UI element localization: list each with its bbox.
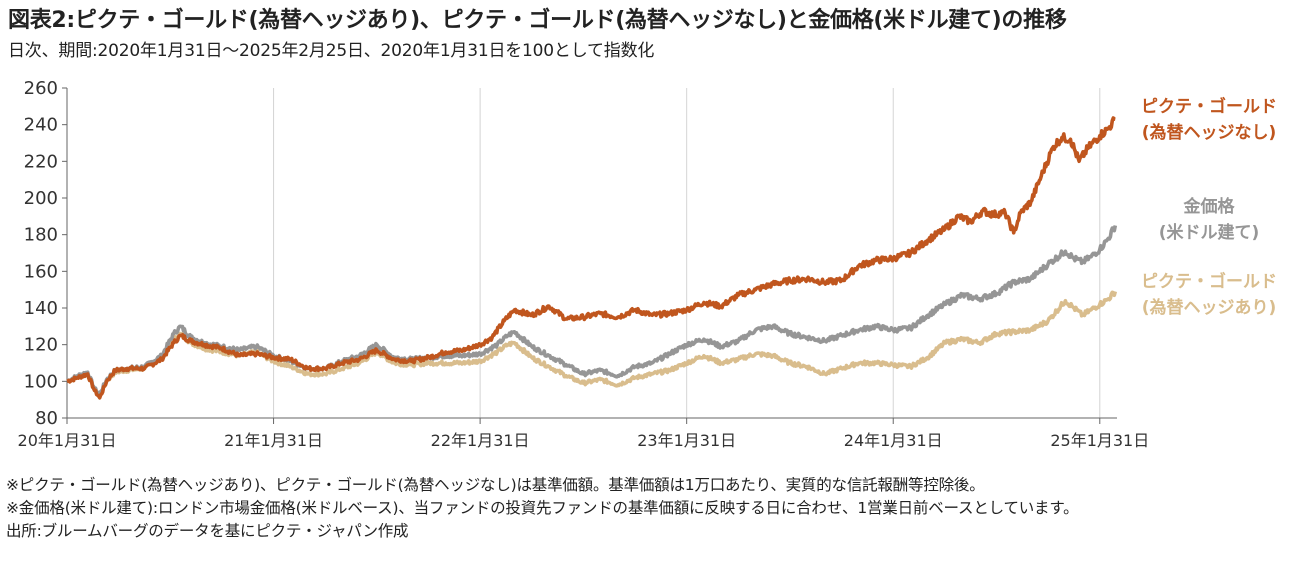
y-tick-label-5: 180 <box>24 225 58 246</box>
footnote-fund: ※ピクテ・ゴールド(為替ヘッジあり)、ピクテ・ゴールド(為替ヘッジなし)は基準価… <box>6 476 985 494</box>
series-labels: ピクテ・ゴールド (為替ヘッジなし) 金価格 (米ドル建て) ピクテ・ゴールド (為替ヘッ… <box>1141 96 1277 318</box>
chart-series <box>66 116 1118 400</box>
y-tick-label-6: 200 <box>24 188 58 209</box>
line-chart: 20年1月31日 21年1月31日 22年1月31日 23年1月31日 24年1月31日… <box>18 78 1277 450</box>
y-tick-label-4: 160 <box>24 261 58 282</box>
source-note: 出所:ブルームバーグのデータを基にピクテ・ジャパン作成 <box>6 522 409 540</box>
chart-subtitle: 日次、期間:2020年1月31日～2025年2月25日、2020年1月31日を1… <box>8 41 655 61</box>
y-tick-label-8: 240 <box>24 115 58 136</box>
chart-title: 図表2:ピクテ・ゴールド(為替ヘッジあり)、ピクテ・ゴールド(為替ヘッジなし)と… <box>8 8 1067 33</box>
footnote-gold-price: ※金価格(米ドル建て):ロンドン市場金価格(米ドルベース)、当ファンドの投資先フ… <box>6 499 1079 517</box>
x-tick-label-4: 24年1月31日 <box>844 431 943 450</box>
y-tick-label-2: 120 <box>24 335 58 356</box>
x-tick-label-0: 20年1月31日 <box>18 431 117 450</box>
series-label-0-line-0: ピクテ・ゴールド <box>1141 96 1277 117</box>
x-tick-label-2: 22年1月31日 <box>431 431 530 450</box>
y-tick-label-7: 220 <box>24 151 58 172</box>
series-label-0-line-1: (為替ヘッジなし) <box>1142 122 1277 143</box>
y-tick-label-3: 140 <box>24 298 58 319</box>
series-label-1-line-1: (米ドル建て) <box>1159 222 1260 243</box>
y-tick-label-1: 100 <box>24 371 58 392</box>
series-label-2-line-0: ピクテ・ゴールド <box>1141 271 1277 292</box>
x-tick-label-3: 23年1月31日 <box>637 431 736 450</box>
y-tick-label-0: 80 <box>35 408 58 429</box>
series-label-2-line-1: (為替ヘッジあり) <box>1142 297 1277 318</box>
x-tick-label-5: 25年1月31日 <box>1050 431 1149 450</box>
series-label-1-line-0: 金価格 <box>1183 196 1236 217</box>
chart-axes: 20年1月31日 21年1月31日 22年1月31日 23年1月31日 24年1月31日… <box>18 78 1150 450</box>
chart-grid <box>66 88 1101 418</box>
series-line-0 <box>66 116 1117 400</box>
footnotes: ※ピクテ・ゴールド(為替ヘッジあり)、ピクテ・ゴールド(為替ヘッジなし)は基準価… <box>6 474 1301 543</box>
y-tick-label-9: 260 <box>24 78 58 99</box>
series-line-1 <box>66 225 1118 396</box>
x-tick-label-1: 21年1月31日 <box>224 431 323 450</box>
